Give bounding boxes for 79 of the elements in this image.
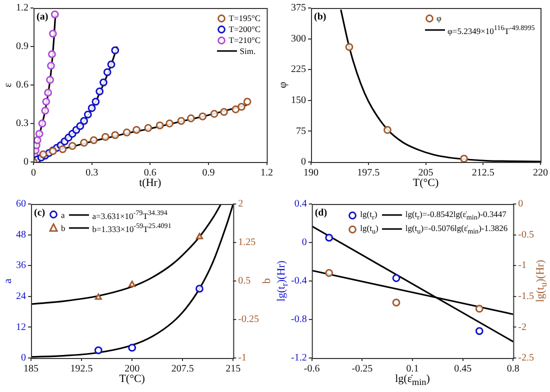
- legend-label: lg(t$_{u}$): [360, 222, 378, 236]
- legend-label: lg(t$_{r}$): [360, 209, 378, 222]
- y-tick-label: 0.9: [16, 41, 28, 52]
- y-tick-label: 375: [291, 2, 306, 14]
- y-tick-label: 225: [291, 64, 306, 76]
- x-tick-label: 200: [124, 364, 140, 375]
- x-tick-label: 205: [418, 168, 434, 179]
- x-tick-label: 0.1: [406, 364, 419, 375]
- y-tick-label: 0: [301, 156, 306, 168]
- y2-tick-label: -1: [518, 260, 527, 272]
- y-tick-label: 48: [16, 229, 26, 240]
- legend-label: a=3.631×10$^{-79}$T$^{34.394}$: [92, 209, 168, 221]
- y2-tick-label: -2.5: [518, 352, 534, 364]
- x-axis-title: t(Hr): [138, 177, 162, 189]
- y2-tick-label: 2: [238, 198, 244, 210]
- x-axis-title: T(°C): [118, 373, 146, 385]
- y-tick-label: 0.3: [16, 118, 28, 130]
- x-tick-label: 0.3: [86, 168, 98, 179]
- x-tick-label: 190: [304, 168, 318, 179]
- x-tick-label: 0.45: [454, 364, 472, 375]
- y-tick-label: 60: [16, 198, 26, 210]
- y2-tick-label: 0.5: [238, 276, 251, 287]
- x-tick-label: 220: [533, 168, 548, 179]
- x-tick-label: 212.5: [472, 168, 494, 179]
- x-tick-label: -0.6: [304, 364, 320, 375]
- legend-label: T=210°C: [228, 35, 261, 45]
- x-tick-label: 215: [226, 364, 241, 375]
- legend-label: T=200°C: [228, 24, 261, 34]
- y-axis-title: φ: [277, 82, 289, 88]
- y2-tick-label: -1: [238, 352, 247, 364]
- legend-label: T=195°C: [228, 13, 261, 23]
- y-axis-title: ε: [2, 82, 14, 88]
- y2-tick-label: 1.25: [238, 237, 256, 248]
- x-axis-title: T(°C): [412, 177, 440, 189]
- annotation: (c): [34, 208, 46, 219]
- x-tick-label: -0.25: [352, 364, 373, 375]
- y-axis-title: a: [2, 278, 14, 284]
- y2-tick-label: -2: [518, 322, 527, 333]
- x-tick-label: 0.9: [202, 168, 215, 179]
- x-tick-label: 207.5: [171, 364, 194, 375]
- y-tick-label: -0.8: [290, 314, 307, 326]
- y-tick-label: 0: [24, 156, 28, 168]
- y2-tick-label: -0.5: [518, 229, 534, 240]
- y2-tick-label: -1.5: [518, 291, 534, 302]
- legend-label: φ: [436, 13, 442, 23]
- y-tick-label: 1.2: [16, 2, 28, 14]
- x-tick-label: 0.8: [506, 364, 520, 375]
- x-tick-label: 1.2: [260, 168, 273, 179]
- y-tick-label: -0.4: [290, 276, 307, 287]
- annotation: (d): [314, 208, 328, 219]
- x-axis-title: lg(ε̇$_{min}$): [394, 373, 431, 388]
- x-tick-label: 197.5: [357, 168, 380, 179]
- legend-label: φ=5.2349×10$^{116}$T$^{-49.8995}$: [448, 24, 535, 36]
- legend-label: b=1.333×10$^{-59}$T$^{25.4091}$: [92, 222, 172, 234]
- annotation: (a): [36, 12, 48, 23]
- legend-label: a: [61, 210, 65, 220]
- y-tick-label: 36: [16, 260, 26, 272]
- x-tick-label: 0: [31, 168, 36, 179]
- x-tick-label: 192.5: [70, 364, 93, 375]
- y-tick-label: 0.6: [16, 80, 28, 91]
- y-tick-label: -1.2: [290, 352, 307, 364]
- y-tick-label: 150: [291, 95, 306, 106]
- y-tick-label: 0.4: [294, 198, 307, 210]
- legend-label: lg(t$_{u}$)=-0.5076lg(ε̇$_{min}$)-1.3826: [405, 222, 508, 236]
- y-tick-label: 75: [296, 126, 306, 137]
- legend-label: Sim.: [240, 46, 256, 56]
- y2-tick-label: -0.25: [238, 314, 260, 326]
- x-tick-label: 0.6: [144, 168, 156, 179]
- y-tick-label: 24: [16, 291, 26, 302]
- x-tick-label: 185: [24, 364, 38, 375]
- y2-tick-label: 0: [518, 198, 524, 210]
- legend-label: b: [61, 222, 66, 233]
- legend-label: lg(t$_{r}$)=-0.8542lg(ε̇$_{min}$)-0.3447: [405, 209, 506, 222]
- y2-axis-title: b: [261, 278, 273, 284]
- annotation: (b): [314, 12, 326, 23]
- y-tick-label: 0: [21, 352, 26, 364]
- y-tick-label: 12: [16, 322, 26, 333]
- y-tick-label: 0: [302, 237, 307, 248]
- y-tick-label: 300: [291, 33, 306, 44]
